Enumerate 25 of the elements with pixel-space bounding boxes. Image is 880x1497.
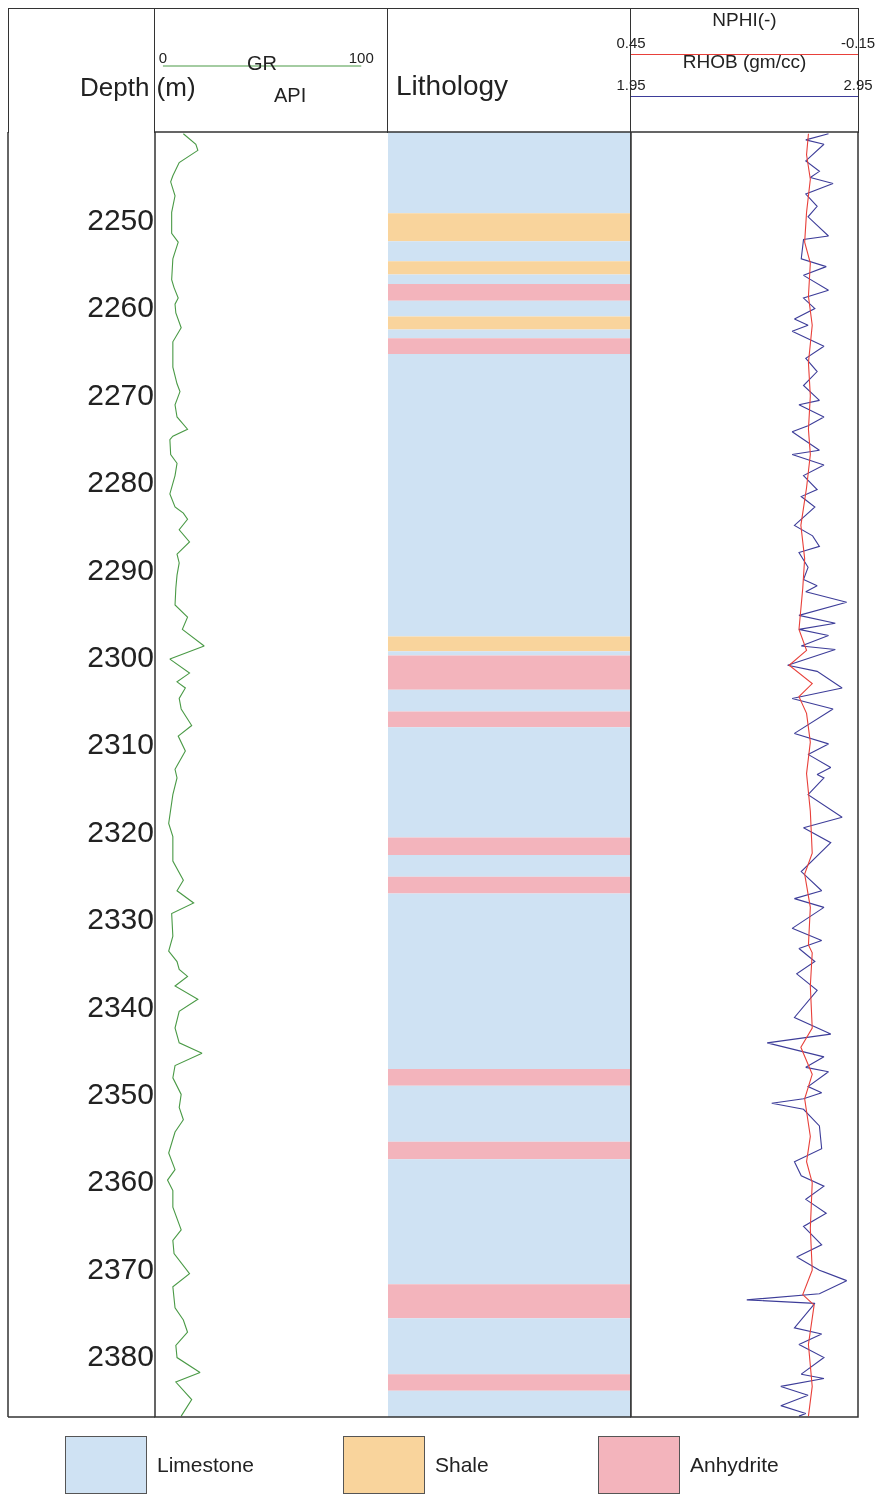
- x-tick-label: 0: [158, 49, 168, 66]
- text: Anhydrite: [690, 1453, 779, 1477]
- text: API: [274, 84, 307, 106]
- y-tick-label: 2320: [87, 814, 154, 848]
- y-tick-label: 2250: [87, 202, 154, 236]
- text: Limestone: [157, 1453, 254, 1477]
- text: Shale: [435, 1453, 489, 1477]
- x-tick-label: 100: [348, 49, 374, 66]
- y-tick-label: 2380: [87, 1339, 154, 1373]
- y-tick-label: 2370: [87, 1251, 154, 1285]
- y-tick-label: 2360: [87, 1164, 154, 1198]
- y-tick-label: 2310: [87, 727, 154, 761]
- y-tick-label: 2280: [87, 465, 154, 499]
- y-tick-label: 2330: [87, 902, 154, 936]
- x-axis-title: GR: [247, 52, 277, 74]
- y-tick-label: 2300: [87, 639, 154, 673]
- x-axis-title: RHOB (gm/cc): [682, 50, 807, 72]
- y-tick-label: 2350: [87, 1077, 154, 1111]
- y-tick-label: 2340: [87, 989, 154, 1023]
- chart-title: Lithology: [396, 70, 509, 101]
- y-tick-label: 2290: [87, 552, 154, 586]
- y-tick-label: 2270: [87, 377, 154, 411]
- y-tick-label: 2260: [87, 290, 154, 324]
- y-axis-title: Depth (m): [80, 72, 196, 102]
- x2-axis-title: NPHI(-): [712, 8, 777, 30]
